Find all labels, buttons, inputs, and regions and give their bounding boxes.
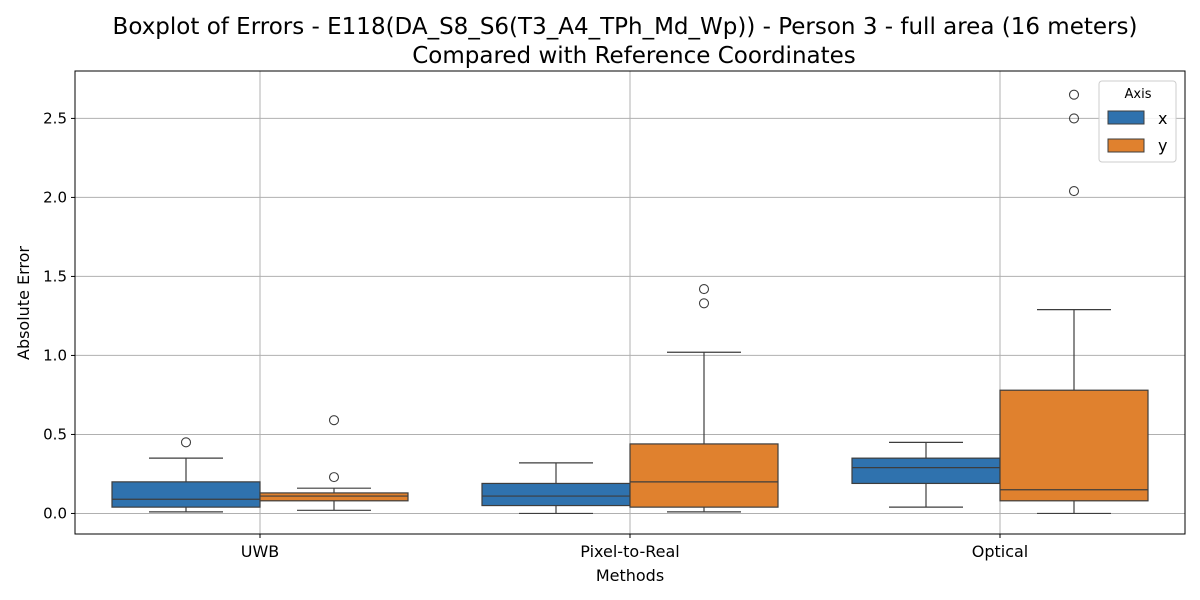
box-y-0 xyxy=(259,415,409,511)
outlier-point-1 xyxy=(698,284,710,295)
box-y-1 xyxy=(629,284,779,513)
y-axis-ticks: 0.0 0.5 1.0 1.5 2.0 2.5 xyxy=(43,109,75,522)
legend-label-y: y xyxy=(1158,136,1167,155)
x-tick-label-1: Pixel-to-Real xyxy=(580,542,679,561)
legend: Axis x y xyxy=(1098,80,1177,163)
x-axis-label: Methods xyxy=(596,566,664,585)
box-iqr xyxy=(259,492,409,502)
legend-swatch-x xyxy=(1107,110,1145,125)
y-tick-label-5: 2.5 xyxy=(43,109,67,127)
chart-title: Boxplot of Errors - E118(DA_S8_S6(T3_A4_… xyxy=(113,14,1138,69)
outlier-point-2 xyxy=(1068,89,1080,100)
chart-title-line2: Compared with Reference Coordinates xyxy=(412,43,856,69)
y-tick-label-1: 0.5 xyxy=(43,425,67,443)
box-iqr xyxy=(851,457,1001,485)
legend-swatch-y xyxy=(1107,138,1145,153)
x-axis-ticks: UWB Pixel-to-Real Optical xyxy=(241,534,1029,561)
chart-title-line1: Boxplot of Errors - E118(DA_S8_S6(T3_A4_… xyxy=(113,14,1138,40)
box-x-0 xyxy=(111,437,261,513)
box-iqr xyxy=(629,443,779,508)
x-tick-label-0: UWB xyxy=(241,542,280,561)
x-tick-label-2: Optical xyxy=(972,542,1029,561)
box-x-1 xyxy=(481,462,631,515)
y-tick-label-0: 0.0 xyxy=(43,504,67,522)
box-iqr xyxy=(999,389,1149,502)
y-tick-label-4: 2.0 xyxy=(43,188,67,206)
box-iqr xyxy=(481,482,631,507)
y-axis-label: Absolute Error xyxy=(14,246,33,360)
box-y-2 xyxy=(999,89,1149,515)
grid-lines xyxy=(75,71,1185,534)
legend-label-x: x xyxy=(1158,109,1167,128)
outlier-point-0 xyxy=(698,298,710,309)
outlier-point-0 xyxy=(328,472,340,483)
box-elements xyxy=(111,89,1149,515)
outlier-point-1 xyxy=(328,415,340,426)
outlier-point-0 xyxy=(180,437,192,448)
box-iqr xyxy=(111,481,261,508)
y-tick-label-2: 1.0 xyxy=(43,346,67,364)
y-tick-label-3: 1.5 xyxy=(43,267,67,285)
box-x-2 xyxy=(851,441,1001,508)
legend-title: Axis xyxy=(1125,87,1152,102)
outlier-point-1 xyxy=(1068,113,1080,124)
outlier-point-0 xyxy=(1068,186,1080,197)
